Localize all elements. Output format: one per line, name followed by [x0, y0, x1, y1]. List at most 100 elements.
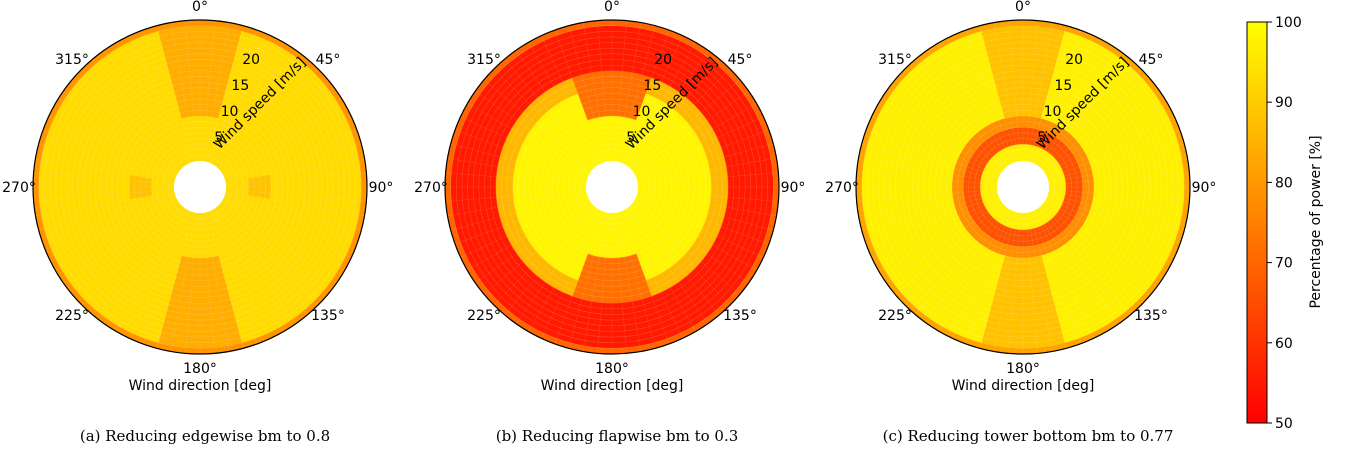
- heatmap-cell: [199, 70, 211, 78]
- heatmap-cell: [321, 186, 328, 199]
- heatmap-cell: [682, 180, 689, 188]
- heatmap-cells: [32, 19, 368, 355]
- heatmap-cell: [259, 186, 266, 193]
- heatmap-cell: [60, 186, 68, 200]
- heatmap-cell: [199, 246, 206, 253]
- heatmap-cell: [1093, 186, 1100, 194]
- heatmap-cell: [259, 181, 266, 188]
- heatmap-cell: [518, 186, 525, 196]
- heatmap-cell: [597, 25, 613, 33]
- heatmap-cell: [193, 115, 201, 122]
- heatmap-cell: [607, 132, 613, 139]
- heatmap-cell: [1082, 186, 1089, 193]
- heatmap-cell: [199, 25, 215, 33]
- heatmap-cell: [727, 186, 735, 198]
- heatmap-cell: [189, 70, 201, 78]
- heatmap-cell: [1022, 70, 1034, 78]
- heatmap-cell: [326, 186, 334, 199]
- heatmap-cell: [199, 110, 207, 117]
- heatmap-cell: [185, 341, 201, 349]
- heatmap-cell: [611, 285, 622, 293]
- heatmap-cell: [599, 319, 613, 327]
- heatmap-cell: [55, 174, 62, 188]
- heatmap-cell: [189, 64, 201, 72]
- heatmap-cell: [134, 181, 141, 188]
- heatmap-cell: [199, 240, 206, 248]
- heatmap-cell: [1022, 280, 1032, 287]
- heatmap-cell: [145, 186, 152, 192]
- heatmap-cell: [518, 178, 525, 188]
- heatmap-cell: [744, 174, 752, 188]
- heatmap-cell: [1022, 64, 1034, 72]
- heatmap-cell: [248, 182, 255, 188]
- heatmap-cell: [304, 186, 311, 197]
- heatmap-cell: [1017, 246, 1024, 253]
- heatmap-cell: [49, 173, 57, 188]
- heatmap-cell: [199, 93, 209, 100]
- heatmap-cell: [461, 173, 469, 188]
- heatmap-cell: [611, 336, 626, 343]
- heatmap-cell: [199, 235, 205, 242]
- heatmap-cell: [705, 178, 712, 188]
- heatmap-cell: [611, 81, 622, 89]
- heatmap-cell: [354, 186, 362, 202]
- heatmap-cell: [199, 325, 213, 332]
- heatmap-cell: [1088, 186, 1095, 194]
- heatmap-cell: [962, 181, 970, 188]
- heatmap-cell: [934, 186, 942, 195]
- heatmap-cell: [951, 180, 958, 188]
- heatmap-cell: [733, 186, 740, 199]
- heatmap-cell: [1076, 186, 1084, 193]
- heatmap-cell: [611, 296, 623, 304]
- subfigure-caption: (a) Reducing edgewise bm to 0.8: [80, 427, 330, 445]
- heatmap-cell: [506, 186, 514, 197]
- heatmap-cell: [744, 186, 752, 200]
- heatmap-cell: [946, 180, 953, 188]
- heatmap-cell: [1022, 296, 1034, 304]
- heatmap-cell: [77, 186, 85, 198]
- heatmap-cell: [309, 176, 317, 188]
- x-axis-label: Wind direction [deg]: [541, 378, 684, 394]
- heatmap-cell: [190, 76, 201, 83]
- heatmap-cell: [253, 186, 261, 193]
- heatmap-cell: [603, 274, 613, 281]
- heatmap-cell: [192, 263, 201, 270]
- heatmap-cell: [265, 180, 272, 188]
- heatmap-cell: [611, 246, 618, 253]
- heatmap-cell: [489, 176, 497, 188]
- heatmap-cell: [962, 186, 970, 193]
- heatmap-cell: [185, 25, 201, 33]
- heatmap-cell: [199, 115, 207, 122]
- heatmap-cell: [484, 186, 491, 199]
- heatmap-cell: [601, 70, 613, 78]
- heatmap-cell: [761, 173, 768, 188]
- heatmap-cell: [195, 132, 201, 139]
- heatmap-cell: [611, 76, 622, 83]
- heatmap-cell: [191, 87, 201, 94]
- heatmap-cell: [1017, 121, 1024, 128]
- heatmap-cell: [1015, 104, 1024, 111]
- heatmap-cell: [940, 186, 947, 195]
- heatmap-cell: [934, 179, 942, 188]
- heatmap-cell: [611, 235, 617, 242]
- heatmap-cell: [139, 181, 147, 188]
- heatmap-cell: [189, 302, 201, 310]
- heatmap-cell: [1110, 178, 1117, 188]
- heatmap-cell: [1013, 76, 1024, 83]
- theta-tick-label: 270°: [2, 180, 36, 196]
- heatmap-cell: [304, 177, 311, 188]
- heatmap-cell: [44, 173, 51, 188]
- heatmap-cell: [1127, 177, 1134, 188]
- heatmap-cell: [906, 176, 914, 188]
- heatmap-cell: [677, 180, 684, 188]
- polar-plot-c: 0°45°90°135°180°225°270°315°5101520Wind …: [825, 0, 1216, 445]
- heatmap-cell: [605, 110, 613, 117]
- heatmap-cell: [298, 177, 306, 188]
- heatmap-cell: [602, 291, 613, 298]
- heatmap-cell: [117, 179, 124, 188]
- theta-tick-label: 225°: [55, 308, 89, 324]
- heatmap-cell: [716, 177, 723, 188]
- heatmap-cell: [535, 186, 542, 194]
- heatmap-cell: [293, 186, 300, 196]
- heatmap-cell: [83, 176, 91, 188]
